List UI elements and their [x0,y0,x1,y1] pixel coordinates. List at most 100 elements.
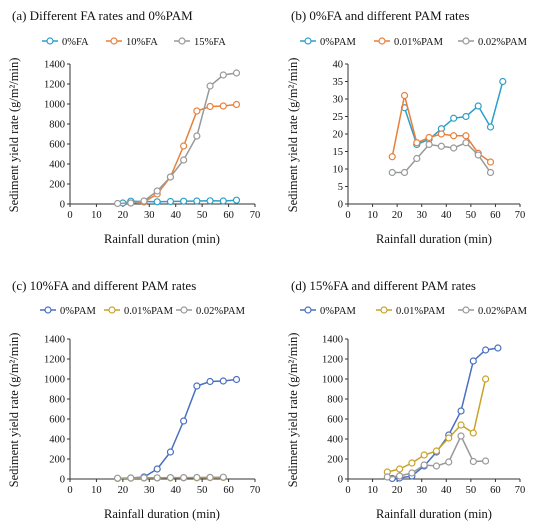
data-point-002pctpam [388,168,396,177]
series-line-0pctpam [130,378,237,479]
data-point-0pctpam [153,465,161,473]
series-002pctpam [113,473,227,482]
data-point-10pctfa [193,107,201,115]
panel-d-plot: 0 200 400 600 800 1000 1200 1400 0 10 20 30 40 50 60 70 [322,335,525,497]
data-point-002pctpam [420,461,428,469]
panel-c-ylabel: Sediment yield rate (g/m²/min) [7,333,21,488]
x-tick-label: 0 [67,210,72,221]
legend-marker-10pctfa [110,37,118,45]
data-point-0pctpam [494,344,502,352]
data-point-001pctpam [462,132,470,140]
legend-marker-001pctpam [380,306,388,314]
legend-label-002pctpam: 0.02%PAM [196,306,246,317]
x-tick-label: 70 [515,485,526,496]
legend-marker-002pctpam [462,306,470,314]
panel-d-legend: 0%PAM 0.01%PAM 0.02%PAM [300,306,528,317]
x-tick-label: 30 [144,210,155,221]
y-tick-label: 1000 [44,375,65,386]
y-tick-label: 0 [338,475,343,486]
x-tick-label: 20 [118,485,129,496]
panel-a-plot: 0 200 400 600 800 1000 1200 1400 0 10 20 30 40 50 60 70 [44,60,260,222]
y-tick-label: 200 [49,455,65,466]
y-tick-label: 30 [333,95,344,106]
series-002pctpam [383,432,490,481]
y-tick-label: 0 [60,200,65,211]
x-tick-label: 0 [345,485,350,496]
data-point-001pctpam [437,130,445,138]
data-point-0pctpam [482,346,490,354]
y-tick-label: 1200 [322,355,343,366]
data-point-001pctpam [432,447,441,455]
series-line-15pctfa [117,72,237,205]
data-point-001pctpam [400,91,409,100]
data-point-002pctpam [400,168,409,177]
legend-marker-0pctpam [304,37,312,45]
panel-d-xlabel: Rainfall duration (min) [376,507,492,521]
y-tick-label: 1200 [44,80,65,91]
panel-b: (b) 0%FA and different PAM rates 0%PAM 0… [286,8,528,246]
data-point-0pctpam [180,417,188,425]
x-tick-label: 50 [466,485,477,496]
x-tick-label: 10 [367,210,378,221]
x-tick-label: 70 [515,210,526,221]
panel-c-title: (c) 10%FA and different PAM rates [12,278,196,293]
panel-d: (d) 15%FA and different PAM rates 0%PAM … [286,278,528,521]
x-tick-label: 10 [91,210,102,221]
panel-c-xlabel: Rainfall duration (min) [104,507,220,521]
x-tick-label: 10 [91,485,102,496]
panel-b-ylabel: Sediment yield rate (g/m²/min) [286,58,300,213]
x-tick-label: 40 [441,485,452,496]
legend-marker-002pctpam [180,306,188,314]
data-point-001pctpam [486,158,495,166]
data-point-0pctpam [457,407,465,415]
data-point-15pctfa [180,156,188,164]
y-tick-label: 0 [338,200,343,211]
x-tick-label: 60 [490,485,501,496]
legend-label-0pctpam: 0%PAM [320,37,356,48]
panel-c: (c) 10%FA and different PAM rates 0%PAM … [7,278,260,521]
data-point-0pctpam [486,123,495,131]
data-point-0pctpam [206,377,214,386]
data-point-001pctpam [482,375,490,383]
data-point-002pctpam [166,474,175,482]
y-tick-label: 1000 [44,100,65,111]
data-point-15pctfa [193,132,201,140]
x-tick-label: 20 [392,210,403,221]
legend-label-001pctpam: 0.01%PAM [124,306,174,317]
legend-label-002pctpam: 0.02%PAM [478,37,528,48]
legend-marker-002pctpam [462,37,470,45]
data-point-001pctpam [425,133,433,142]
data-point-001pctpam [469,429,477,437]
data-point-002pctpam [482,457,490,465]
data-point-002pctpam [462,139,470,147]
data-point-002pctpam [486,168,495,177]
legend-marker-0pctpam [304,306,312,314]
data-point-15pctfa [140,197,148,205]
data-point-002pctpam [383,473,391,481]
legend-label-15pctfa: 15%FA [194,37,226,48]
legend-marker-001pctpam [378,37,386,45]
y-tick-label: 400 [327,435,343,446]
x-tick-label: 0 [67,485,72,496]
data-point-0pctpam [474,102,482,110]
data-point-0pctfa [206,197,214,205]
data-point-0pctpam [232,375,241,384]
panel-b-legend: 0%PAM 0.01%PAM 0.02%PAM [300,37,528,48]
legend-marker-0pctpam [44,306,52,314]
data-point-002pctpam [408,469,416,477]
x-tick-label: 40 [170,210,181,221]
data-point-002pctpam [445,458,453,466]
x-tick-label: 70 [250,210,261,221]
data-point-002pctpam [413,154,421,163]
legend-label-002pctpam: 0.02%PAM [478,306,528,317]
series-15pctfa [113,69,241,208]
data-point-0pctfa [193,197,201,205]
y-tick-label: 0 [60,475,65,486]
data-point-002pctpam [153,474,161,482]
legend-label-10pctfa: 10%FA [126,37,158,48]
data-point-0pctpam [469,357,477,365]
y-tick-label: 1400 [44,60,65,71]
series-001pctpam [383,375,490,476]
data-point-0pctfa [232,196,241,204]
